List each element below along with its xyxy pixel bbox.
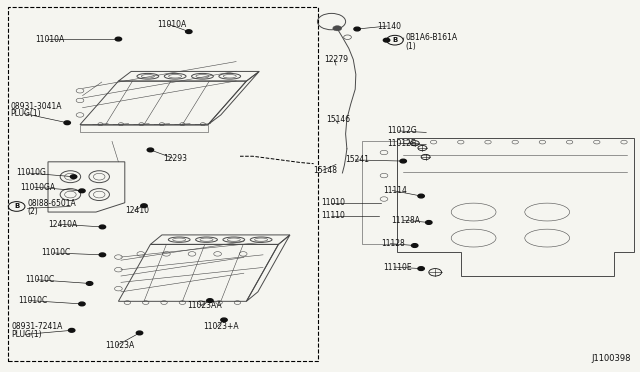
Circle shape	[400, 159, 406, 163]
Text: 11010C: 11010C	[26, 275, 55, 284]
Text: 11114: 11114	[383, 186, 406, 195]
Circle shape	[207, 299, 213, 302]
Text: 11010: 11010	[321, 198, 346, 207]
Text: 11023AA: 11023AA	[188, 301, 222, 310]
Circle shape	[70, 175, 77, 179]
Text: 15241: 15241	[346, 155, 370, 164]
Circle shape	[412, 244, 418, 247]
Text: 15148: 15148	[313, 166, 337, 175]
Text: 15146: 15146	[326, 115, 350, 124]
Circle shape	[418, 194, 424, 198]
Text: 11110: 11110	[321, 211, 345, 220]
Text: 11010A: 11010A	[157, 20, 186, 29]
Circle shape	[354, 27, 360, 31]
Text: (1): (1)	[405, 42, 416, 51]
FancyBboxPatch shape	[8, 7, 318, 361]
Text: 11023A: 11023A	[106, 341, 135, 350]
Circle shape	[418, 267, 424, 270]
Circle shape	[147, 148, 154, 152]
Circle shape	[99, 253, 106, 257]
Text: 11128A: 11128A	[392, 216, 420, 225]
Text: 08931-7241A: 08931-7241A	[12, 322, 63, 331]
Text: 11010C: 11010C	[18, 296, 47, 305]
Text: 11023+A: 11023+A	[204, 322, 239, 331]
Circle shape	[136, 331, 143, 335]
Text: PLUG(1): PLUG(1)	[12, 330, 42, 339]
Text: J1100398: J1100398	[591, 354, 630, 363]
Text: 11110E: 11110E	[383, 263, 412, 272]
Circle shape	[64, 121, 70, 125]
Circle shape	[333, 26, 342, 31]
Circle shape	[186, 30, 192, 33]
Text: 11128: 11128	[381, 239, 404, 248]
Text: (2): (2)	[28, 207, 38, 216]
Text: 12279: 12279	[324, 55, 349, 64]
Circle shape	[79, 302, 85, 306]
Text: 08931-3041A: 08931-3041A	[10, 102, 61, 110]
Text: 11012G: 11012G	[387, 126, 417, 135]
Text: 0B1A6-B161A: 0B1A6-B161A	[405, 33, 457, 42]
Circle shape	[99, 225, 106, 229]
Text: B: B	[14, 203, 19, 209]
Circle shape	[68, 328, 75, 332]
Text: B: B	[392, 37, 397, 43]
Text: 11140: 11140	[378, 22, 402, 31]
Text: 12293: 12293	[163, 154, 187, 163]
Text: 08I88-6501A: 08I88-6501A	[28, 199, 76, 208]
Text: 12410: 12410	[125, 206, 149, 215]
Circle shape	[383, 38, 390, 42]
Text: 11010GA: 11010GA	[20, 183, 56, 192]
Circle shape	[86, 282, 93, 285]
Text: 11010G: 11010G	[16, 169, 46, 177]
Circle shape	[115, 37, 122, 41]
Text: 11010C: 11010C	[42, 248, 71, 257]
Text: PLUG(1): PLUG(1)	[10, 109, 41, 118]
Text: 12410A: 12410A	[48, 220, 77, 229]
Text: 11010A: 11010A	[35, 35, 65, 44]
Circle shape	[221, 318, 227, 322]
Circle shape	[426, 221, 432, 224]
Circle shape	[79, 189, 85, 193]
Circle shape	[141, 204, 147, 208]
Text: 11012E: 11012E	[387, 139, 416, 148]
